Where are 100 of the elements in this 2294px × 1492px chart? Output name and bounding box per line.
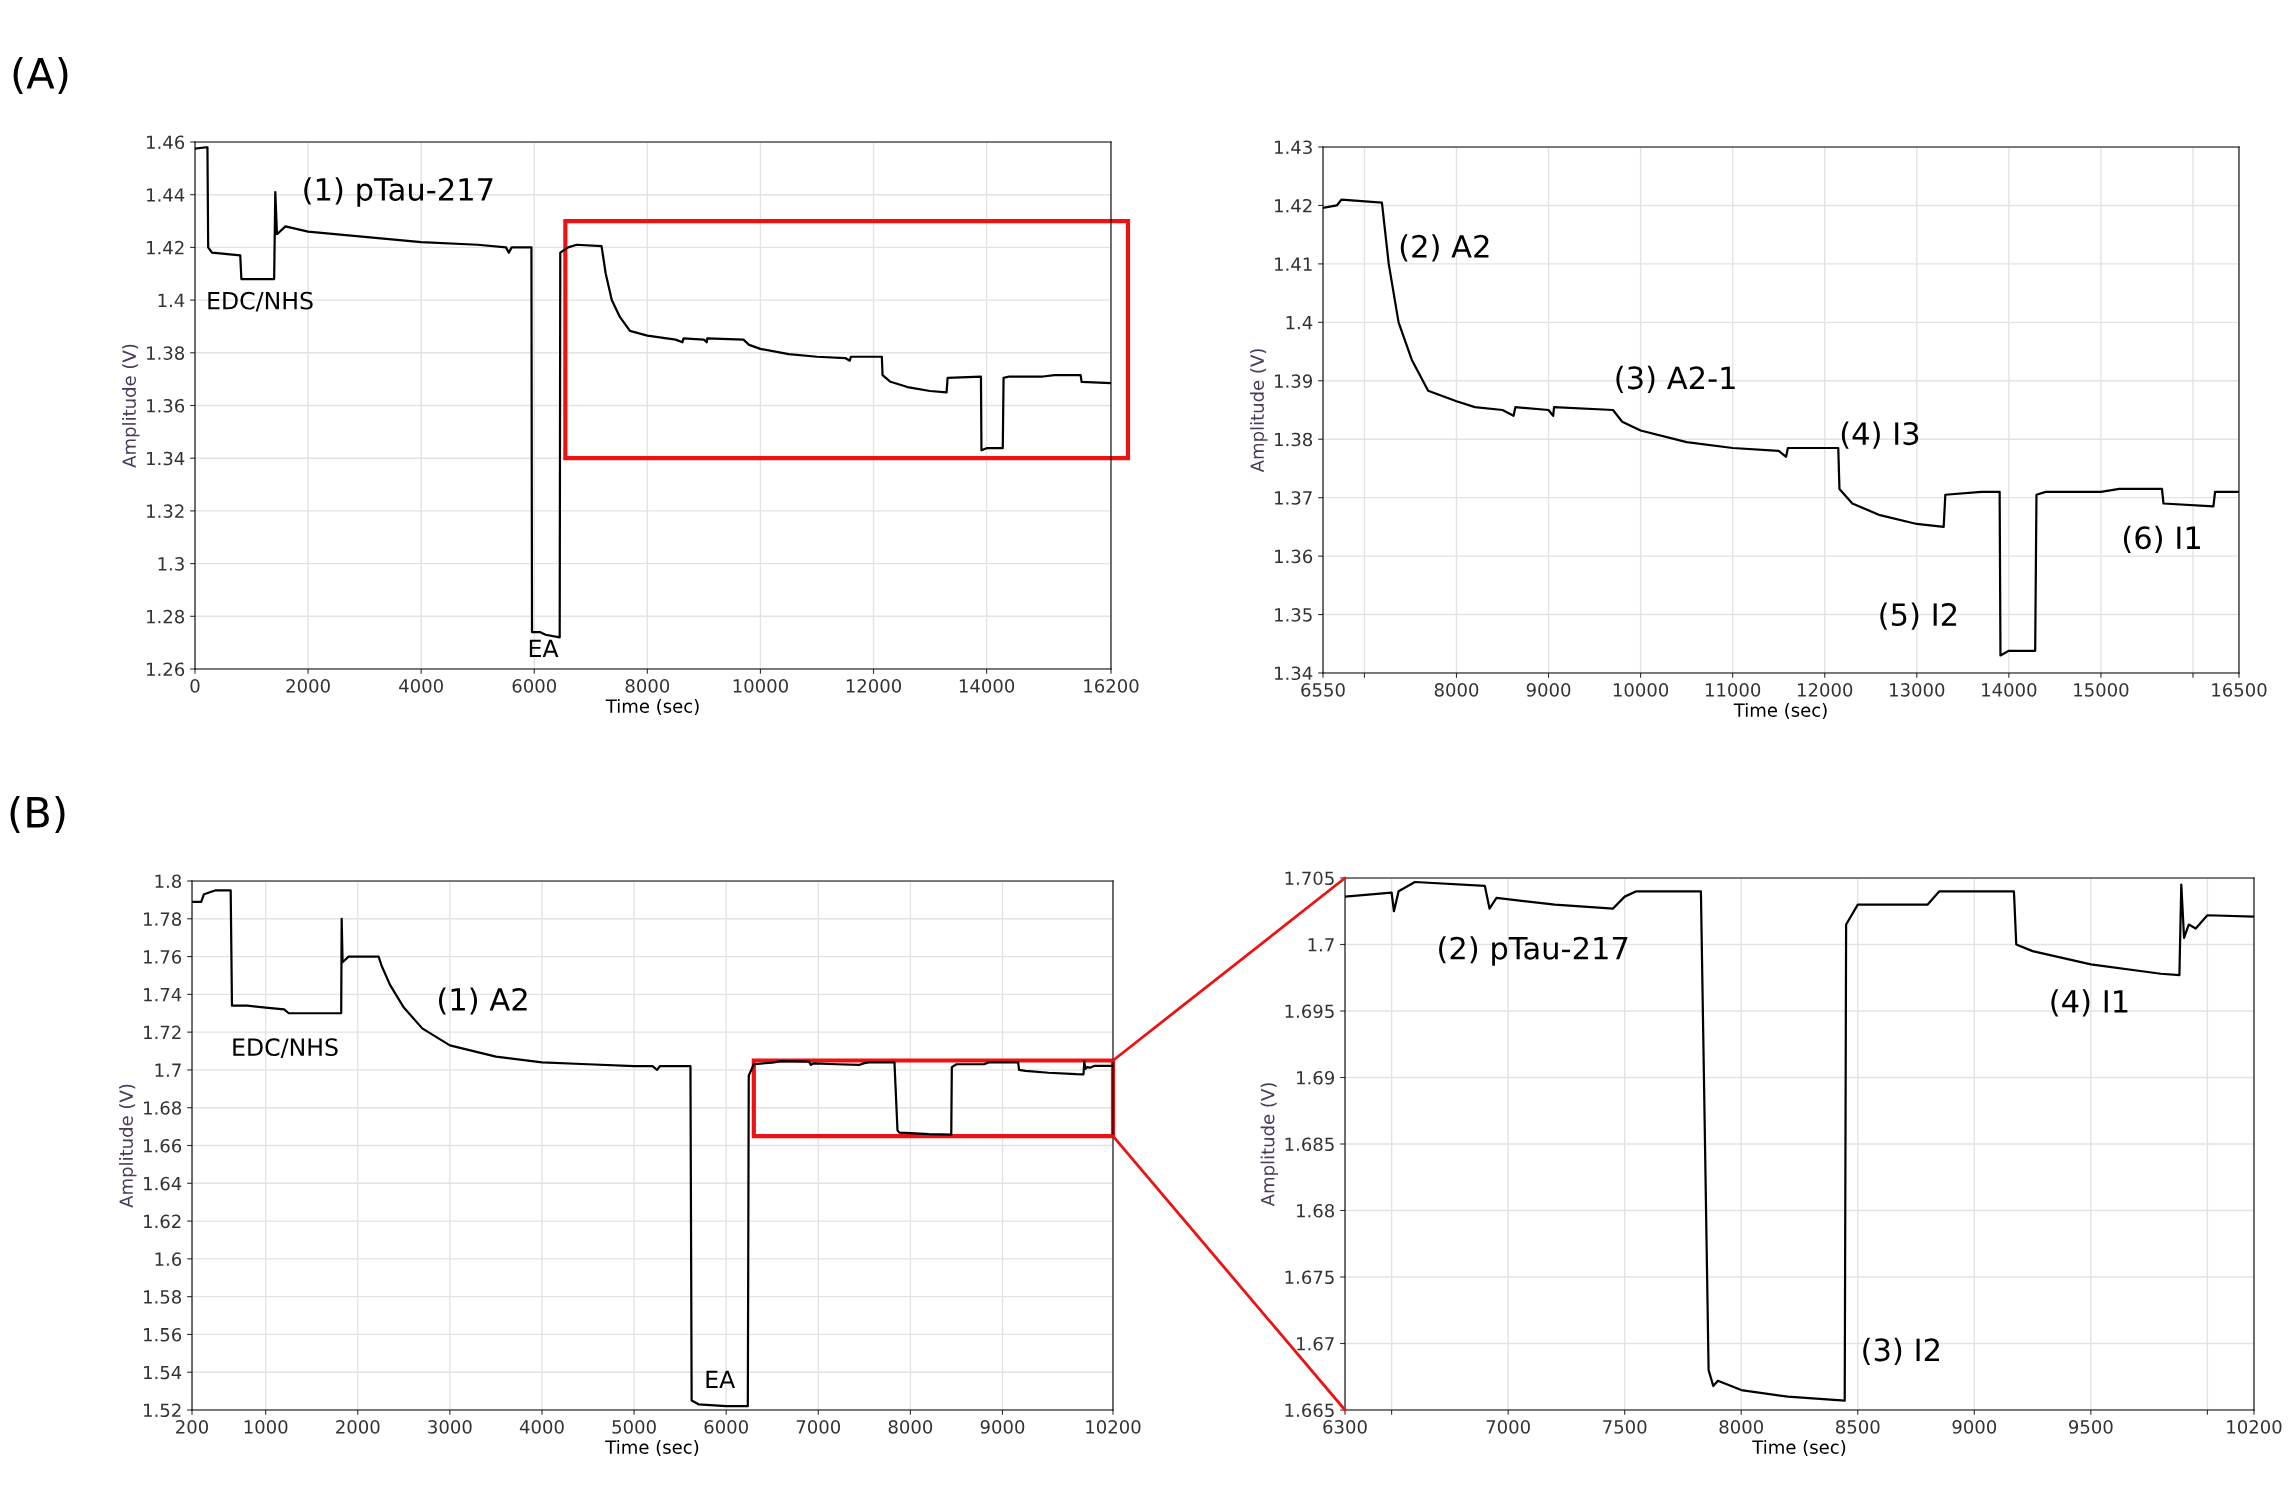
x-tick-label: 4000 bbox=[399, 679, 443, 693]
x-tick-label: 12000 bbox=[1797, 683, 1853, 697]
y-tick-label: 1.44 bbox=[147, 188, 185, 202]
x-tick-label: 8000 bbox=[888, 1420, 933, 1434]
x-tick-label: 9000 bbox=[1952, 1420, 1997, 1434]
y-tick-label: 1.69 bbox=[1297, 1070, 1335, 1085]
y-tick-label: 1.28 bbox=[147, 609, 185, 624]
x-tick-label: 0 bbox=[190, 679, 200, 693]
y-tick-label: 1.7 bbox=[155, 1063, 181, 1077]
annotation: (6) I1 bbox=[2123, 525, 2200, 553]
annotation: (3) I2 bbox=[1863, 1337, 1939, 1365]
x-tick-label: 6000 bbox=[704, 1420, 748, 1434]
y-tick-label: 1.52 bbox=[144, 1403, 181, 1418]
annotation: EA bbox=[529, 639, 559, 658]
x-tick-label: 6300 bbox=[1323, 1420, 1367, 1434]
x-tick-label: 6550 bbox=[1301, 683, 1345, 697]
text: (A) bbox=[13, 56, 68, 94]
x-axis-title: Time (sec) bbox=[1733, 702, 1827, 720]
x-tick-label: 10000 bbox=[1613, 683, 1669, 697]
annotation: EA bbox=[706, 1370, 736, 1388]
y-tick-label: 1.41 bbox=[1275, 257, 1312, 271]
x-tick-label: 9000 bbox=[1526, 683, 1571, 697]
x-tick-label: 6000 bbox=[512, 679, 557, 693]
x-axis-title: Time (sec) bbox=[605, 1439, 699, 1457]
x-tick-label: 14000 bbox=[1982, 683, 2037, 697]
y-tick-label: 1.68 bbox=[144, 1101, 182, 1115]
y-axis-title: Amplitude (V) bbox=[1250, 349, 1268, 473]
y-tick-label: 1.35 bbox=[1275, 608, 1312, 622]
y-tick-label: 1.72 bbox=[144, 1025, 181, 1039]
x-tick-label: 7500 bbox=[1603, 1420, 1647, 1434]
y-tick-label: 1.665 bbox=[1285, 1403, 1334, 1418]
x-tick-label: 7000 bbox=[1486, 1420, 1530, 1434]
annotation: (4) I3 bbox=[1841, 421, 1919, 449]
y-tick-label: 1.705 bbox=[1285, 871, 1334, 886]
y-tick-label: 1.3 bbox=[158, 557, 184, 571]
y-tick-label: 1.38 bbox=[147, 346, 185, 360]
annotation: (2) A2 bbox=[1400, 234, 1489, 262]
annotation: (3) A2-1 bbox=[1616, 365, 1735, 393]
x-tick-label: 9000 bbox=[980, 1420, 1025, 1434]
y-tick-label: 1.56 bbox=[144, 1327, 182, 1342]
y-axis-title: Amplitude (V) bbox=[122, 344, 140, 468]
x-tick-label: 8000 bbox=[1719, 1420, 1764, 1434]
x-tick-label: 200 bbox=[176, 1420, 209, 1434]
y-tick-label: 1.58 bbox=[144, 1290, 182, 1304]
x-tick-label: 10000 bbox=[733, 679, 788, 693]
y-tick-label: 1.36 bbox=[147, 398, 185, 413]
y-tick-label: 1.67 bbox=[1297, 1336, 1334, 1351]
x-tick-label: 16200 bbox=[1084, 679, 1139, 693]
y-tick-label: 1.54 bbox=[144, 1365, 182, 1380]
x-tick-label: 12000 bbox=[846, 679, 902, 693]
y-tick-label: 1.78 bbox=[144, 912, 182, 926]
y-tick-label: 1.46 bbox=[147, 135, 185, 150]
y-tick-label: 1.42 bbox=[147, 240, 184, 255]
y-tick-label: 1.42 bbox=[1275, 198, 1312, 213]
annotation: (4) I1 bbox=[2051, 989, 2128, 1017]
x-tick-label: 8000 bbox=[1434, 683, 1479, 697]
y-tick-label: 1.26 bbox=[147, 662, 185, 677]
y-tick-label: 1.64 bbox=[144, 1176, 182, 1191]
x-tick-label: 2000 bbox=[336, 1420, 380, 1434]
x-tick-label: 11000 bbox=[1705, 683, 1761, 697]
x-axis-title: Time (sec) bbox=[605, 698, 699, 716]
x-axis-title: Time (sec) bbox=[1752, 1439, 1846, 1457]
annotation: (5) I2 bbox=[1880, 602, 1957, 630]
annotation: (1) A2 bbox=[438, 987, 527, 1015]
y-tick-label: 1.685 bbox=[1285, 1137, 1334, 1152]
y-tick-label: 1.4 bbox=[158, 293, 185, 307]
y-tick-label: 1.695 bbox=[1285, 1004, 1334, 1019]
y-tick-label: 1.38 bbox=[1275, 432, 1313, 447]
x-tick-label: 5000 bbox=[612, 1420, 656, 1434]
y-tick-label: 1.7 bbox=[1308, 938, 1334, 952]
x-tick-label: 8000 bbox=[625, 679, 670, 693]
x-tick-label: 15000 bbox=[2074, 683, 2129, 697]
x-tick-label: 16500 bbox=[2212, 683, 2267, 697]
y-axis-title: Amplitude (V) bbox=[119, 1084, 137, 1208]
y-tick-label: 1.675 bbox=[1285, 1270, 1334, 1285]
y-tick-label: 1.62 bbox=[144, 1214, 181, 1229]
x-tick-label: 8500 bbox=[1836, 1420, 1880, 1434]
y-tick-label: 1.8 bbox=[155, 874, 182, 889]
x-tick-label: 2000 bbox=[286, 679, 330, 693]
y-tick-label: 1.66 bbox=[144, 1138, 182, 1153]
x-tick-label: 13000 bbox=[1890, 683, 1945, 697]
y-tick-label: 1.43 bbox=[1275, 140, 1312, 155]
text: (B) bbox=[10, 795, 65, 833]
annotation: EDC/NHS bbox=[208, 291, 313, 312]
y-tick-label: 1.6 bbox=[155, 1252, 182, 1266]
x-tick-label: 1000 bbox=[244, 1420, 288, 1434]
x-tick-label: 10200 bbox=[1086, 1420, 1141, 1434]
x-tick-label: 7000 bbox=[796, 1420, 841, 1434]
x-tick-label: 4000 bbox=[519, 1420, 564, 1434]
y-axis-title: Amplitude (V) bbox=[1260, 1083, 1279, 1207]
y-tick-label: 1.36 bbox=[1275, 549, 1313, 564]
annotation: (2) pTau-217 bbox=[1439, 936, 1628, 966]
x-tick-label: 10200 bbox=[2227, 1420, 2282, 1434]
annotation: (1) pTau-217 bbox=[304, 177, 493, 207]
y-tick-label: 1.37 bbox=[1275, 491, 1312, 505]
x-tick-label: 3000 bbox=[428, 1420, 472, 1434]
y-tick-label: 1.34 bbox=[1275, 666, 1313, 681]
y-tick-label: 1.4 bbox=[1286, 316, 1313, 330]
y-tick-label: 1.32 bbox=[147, 504, 184, 519]
y-tick-label: 1.76 bbox=[144, 950, 182, 964]
